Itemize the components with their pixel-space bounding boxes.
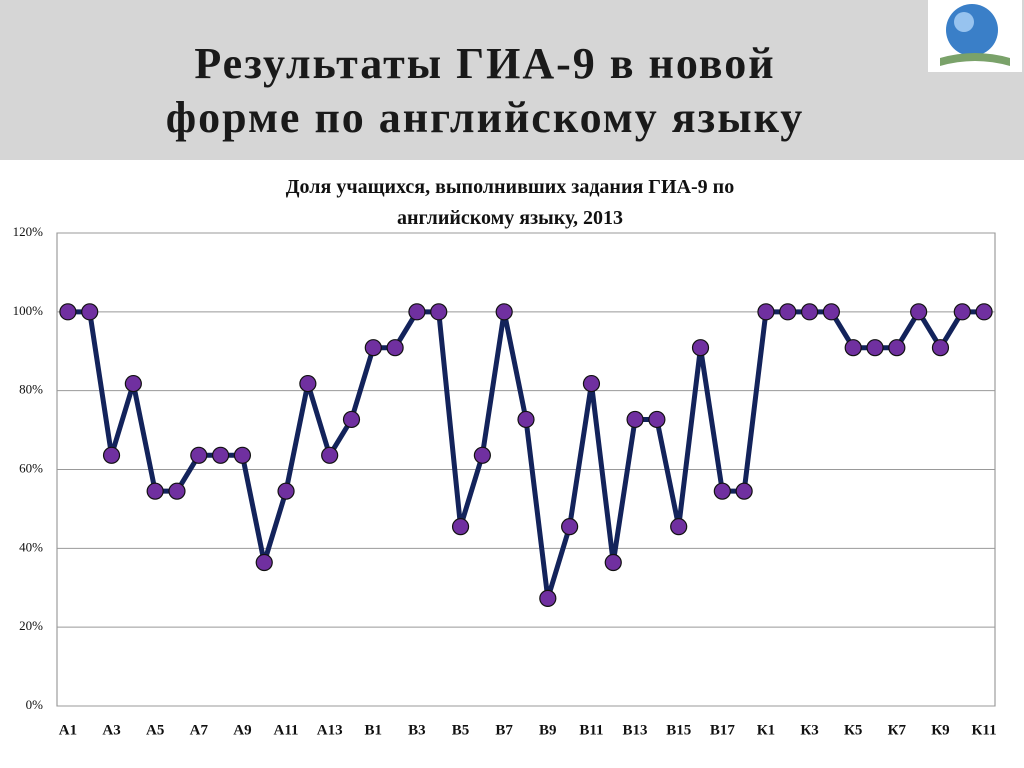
x-tick-label: А13 — [317, 722, 343, 738]
chart-title: английскому языку, 2013 — [397, 207, 623, 229]
data-point — [975, 303, 993, 321]
data-point — [364, 339, 382, 357]
data-point — [757, 303, 775, 321]
data-point — [561, 518, 579, 536]
data-point — [648, 410, 666, 429]
y-tick-label: 0% — [26, 697, 44, 712]
x-tick-label: А1 — [59, 722, 77, 738]
data-point — [735, 482, 753, 500]
y-tick-label: 20% — [19, 618, 43, 633]
x-tick-label: В7 — [495, 722, 513, 738]
data-point — [212, 446, 230, 464]
logo — [928, 0, 1022, 72]
data-point — [953, 303, 971, 321]
data-point — [386, 339, 404, 357]
x-tick-label: А7 — [190, 722, 209, 738]
data-point — [233, 446, 252, 464]
data-point — [539, 589, 557, 607]
data-point — [670, 518, 688, 536]
x-tick-label: К11 — [972, 722, 997, 738]
x-tick-label: К3 — [800, 722, 818, 738]
data-point — [473, 446, 491, 464]
data-point — [255, 553, 273, 572]
data-point — [691, 339, 710, 357]
data-point — [342, 410, 361, 429]
x-tick-label: А11 — [274, 722, 299, 738]
x-tick-label: А3 — [102, 722, 120, 738]
x-tick-label: В5 — [452, 722, 470, 738]
header — [0, 0, 1024, 160]
x-tick-label: К7 — [888, 722, 907, 738]
x-tick-label: В3 — [408, 722, 426, 738]
y-tick-label: 80% — [19, 382, 43, 397]
data-point — [190, 446, 208, 464]
chart-title: Доля учащихся, выполнивших задания ГИА-9… — [285, 176, 735, 198]
x-tick-label: К1 — [757, 722, 775, 738]
data-point — [822, 303, 840, 321]
x-tick-label: К9 — [931, 722, 949, 738]
data-point — [277, 482, 295, 500]
x-tick-label: В15 — [666, 722, 691, 738]
slide-title: форме по английскому языку — [165, 93, 805, 142]
data-point — [321, 446, 339, 464]
data-point — [59, 303, 77, 321]
data-point — [102, 446, 121, 464]
data-point — [495, 303, 513, 321]
data-point — [713, 482, 731, 500]
data-point — [146, 482, 164, 500]
data-point — [910, 303, 928, 321]
x-tick-label: К5 — [844, 722, 862, 738]
x-tick-label: В1 — [365, 722, 383, 738]
data-point — [124, 374, 142, 393]
y-tick-label: 120% — [13, 224, 44, 239]
x-tick-label: В17 — [710, 722, 736, 738]
data-point — [931, 339, 950, 357]
data-point — [866, 339, 884, 357]
data-point — [844, 339, 862, 357]
data-point — [299, 374, 317, 393]
data-point — [779, 303, 797, 321]
x-tick-label: В13 — [623, 722, 648, 738]
y-tick-label: 40% — [19, 539, 43, 554]
data-point — [888, 339, 906, 357]
data-point — [451, 518, 470, 536]
data-point — [800, 303, 819, 321]
x-tick-label: А5 — [146, 722, 164, 738]
data-point — [168, 482, 186, 500]
x-tick-label: В9 — [539, 722, 557, 738]
x-tick-label: В11 — [579, 722, 603, 738]
data-point — [517, 410, 535, 429]
data-point — [430, 303, 448, 321]
data-point — [408, 303, 426, 321]
y-tick-label: 60% — [19, 460, 43, 475]
chart-area — [0, 160, 1024, 768]
data-point — [582, 374, 601, 393]
y-tick-label: 100% — [13, 303, 44, 318]
data-point — [81, 303, 99, 321]
data-point — [626, 410, 644, 429]
data-point — [604, 553, 622, 572]
slide-title: Результаты ГИА-9 в новой — [194, 39, 776, 88]
x-tick-label: А9 — [233, 722, 251, 738]
